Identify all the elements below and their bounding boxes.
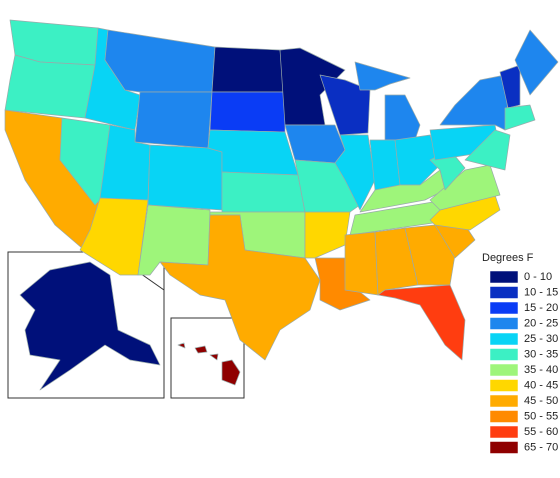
state — [104, 29, 216, 93]
state — [284, 124, 346, 164]
legend-label: 30 - 35 — [524, 348, 558, 360]
state — [221, 359, 241, 386]
legend-label: 55 - 60 — [524, 426, 558, 438]
legend-swatch — [489, 286, 519, 299]
state — [377, 284, 466, 361]
legend-label: 20 - 25 — [524, 317, 558, 329]
legend-label: 10 - 15 — [524, 286, 558, 298]
legend-swatch — [489, 270, 519, 284]
state — [404, 224, 456, 286]
legend-label: 15 - 20 — [524, 302, 558, 314]
state — [514, 29, 559, 96]
legend-swatch — [489, 394, 519, 408]
legend-label: 25 - 30 — [524, 333, 558, 345]
state — [344, 231, 379, 296]
state — [159, 214, 321, 361]
state — [384, 94, 421, 141]
legend-swatch — [489, 363, 519, 377]
legend-label: 65 - 70 — [524, 441, 558, 453]
legend-swatch — [489, 441, 519, 454]
legend-label: 40 - 45 — [524, 379, 558, 391]
state — [499, 64, 521, 109]
legend-swatch — [489, 410, 519, 423]
state — [319, 74, 371, 136]
state — [429, 164, 501, 211]
state — [209, 91, 286, 133]
state — [504, 104, 536, 131]
legend-label: 0 - 10 — [524, 271, 552, 283]
legend-swatch — [489, 301, 519, 315]
state — [394, 134, 441, 186]
state — [19, 261, 161, 391]
state — [221, 171, 306, 213]
hawaii-inset — [170, 317, 245, 399]
legend-title: Degrees F — [482, 252, 534, 264]
legend-swatch — [489, 317, 519, 330]
legend-swatch — [489, 425, 519, 439]
state — [4, 54, 96, 119]
state — [374, 227, 419, 296]
legend-swatch — [489, 332, 519, 346]
state — [304, 211, 351, 259]
state — [209, 353, 219, 361]
legend-label: 50 - 55 — [524, 410, 558, 422]
state — [334, 134, 376, 211]
state — [464, 129, 511, 171]
state — [439, 74, 509, 131]
state — [59, 117, 111, 206]
legend-swatch — [489, 379, 519, 392]
legend-label: 45 - 50 — [524, 395, 558, 407]
legend-swatch — [489, 348, 519, 361]
state — [194, 345, 208, 354]
state — [177, 342, 186, 349]
state — [211, 46, 286, 93]
legend-label: 35 - 40 — [524, 364, 558, 376]
state — [354, 61, 411, 91]
state — [147, 144, 223, 211]
state — [134, 91, 213, 149]
